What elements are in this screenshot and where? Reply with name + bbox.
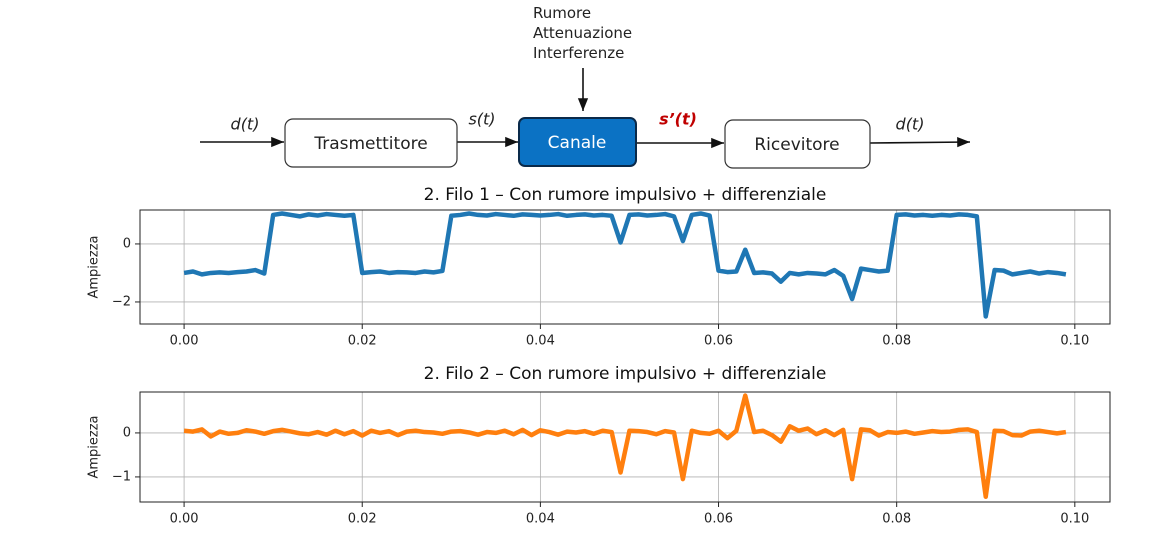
node-label: Canale xyxy=(548,133,607,153)
node-label: Trasmettitore xyxy=(313,134,427,154)
x-tick-label: 0.06 xyxy=(704,512,733,527)
x-tick-label: 0.08 xyxy=(882,334,911,349)
input-label: Interferenze xyxy=(533,44,624,62)
edge-label: d(t) xyxy=(231,115,260,134)
edge-label: s’(t) xyxy=(659,110,697,129)
plot-frame xyxy=(139,391,1111,503)
edge-label: d(t) xyxy=(896,115,925,134)
input-label: Attenuazione xyxy=(533,24,632,42)
y-tick-label: −1 xyxy=(112,469,131,484)
y-tick-label: 0 xyxy=(123,236,131,251)
data-line xyxy=(183,211,1067,319)
y-tick-label: 0 xyxy=(123,425,131,440)
node-box xyxy=(284,118,458,168)
input-label: Rumore xyxy=(533,4,591,22)
node-box xyxy=(724,119,871,169)
x-tick-label: 0.10 xyxy=(1060,334,1089,349)
x-tick-label: 0.04 xyxy=(526,512,555,527)
x-tick-label: 0.06 xyxy=(704,334,733,349)
chart-title: 2. Filo 1 – Con rumore impulsivo + diffe… xyxy=(424,185,827,205)
x-tick-label: 0.00 xyxy=(170,512,199,527)
x-tick-label: 0.00 xyxy=(170,334,199,349)
x-tick-label: 0.10 xyxy=(1060,512,1089,527)
x-tick-label: 0.04 xyxy=(526,334,555,349)
diagram: Rumore Attenuazione Interferenze Trasmet… xyxy=(200,4,971,169)
x-tick-label: 0.02 xyxy=(348,512,377,527)
x-tick-label: 0.02 xyxy=(348,334,377,349)
arrow xyxy=(869,137,971,148)
y-axis-label: Ampiezza xyxy=(87,235,102,298)
node-label: Ricevitore xyxy=(754,135,839,155)
data-line xyxy=(183,393,1067,499)
chart-title: 2. Filo 2 – Con rumore impulsivo + diffe… xyxy=(424,364,827,384)
x-tick-label: 0.08 xyxy=(882,512,911,527)
plot-frame xyxy=(139,209,1111,325)
edge-label: s(t) xyxy=(468,110,495,129)
y-tick-label: −2 xyxy=(112,294,131,309)
node-box xyxy=(518,117,637,167)
y-axis-label: Ampiezza xyxy=(87,415,102,478)
